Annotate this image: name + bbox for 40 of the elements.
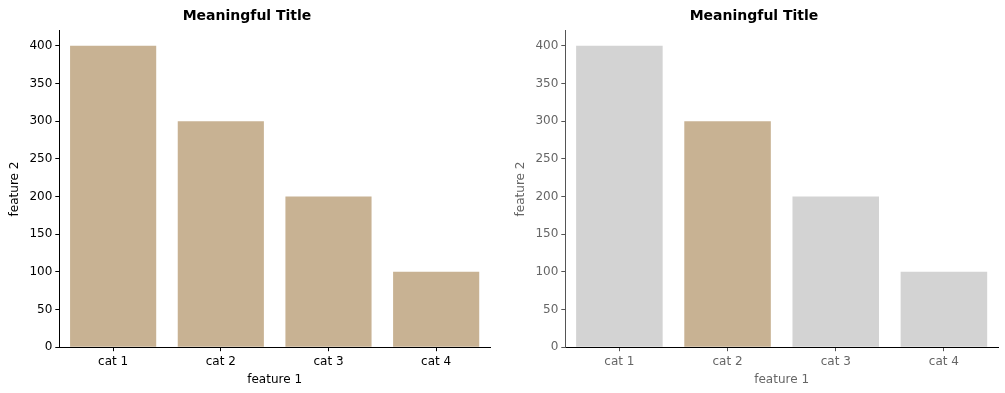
y-tick-label: 400: [29, 37, 53, 52]
y-tick-label: 150: [29, 226, 53, 241]
bar: [684, 121, 771, 347]
y-tick-label: 100: [29, 263, 53, 278]
bar: [576, 45, 663, 347]
x-tick-label: cat 1: [604, 353, 635, 368]
y-tick-label: 300: [535, 113, 559, 128]
y-tick-label: 100: [535, 263, 559, 278]
x-tick-label: cat 1: [98, 353, 129, 368]
y-tick-label: 200: [29, 188, 53, 203]
y-tick-label: 150: [535, 226, 559, 241]
y-axis-title: feature 2: [7, 161, 22, 217]
bar: [792, 196, 880, 347]
bar: [177, 121, 264, 347]
y-tick-label: 250: [29, 150, 53, 165]
y-tick-label: 250: [535, 150, 559, 165]
x-tick-label: cat 3: [313, 353, 344, 368]
x-axis-title: feature 1: [247, 371, 303, 386]
y-tick-label: 50: [543, 301, 559, 316]
y-axis-title: feature 2: [513, 161, 528, 217]
y-tick-label: 0: [44, 339, 53, 354]
bar: [70, 45, 157, 347]
chart-title: Meaningful Title: [182, 7, 312, 24]
x-tick-label: cat 2: [712, 353, 743, 368]
bar: [900, 271, 988, 347]
bar: [285, 196, 372, 347]
x-tick-label: cat 2: [205, 353, 236, 368]
y-tick-label: 300: [29, 113, 53, 128]
y-tick-label: 200: [535, 188, 559, 203]
chart-title: Meaningful Title: [689, 7, 819, 24]
y-tick-label: 50: [37, 301, 53, 316]
bar: [393, 271, 480, 347]
y-tick-label: 350: [535, 75, 559, 90]
y-tick-label: 350: [29, 75, 53, 90]
y-tick-label: 400: [535, 37, 559, 52]
x-tick-label: cat 3: [820, 353, 851, 368]
x-tick-label: cat 4: [421, 353, 452, 368]
x-axis-title: feature 1: [754, 371, 810, 386]
x-tick-label: cat 4: [928, 353, 959, 368]
y-tick-label: 0: [550, 339, 559, 354]
